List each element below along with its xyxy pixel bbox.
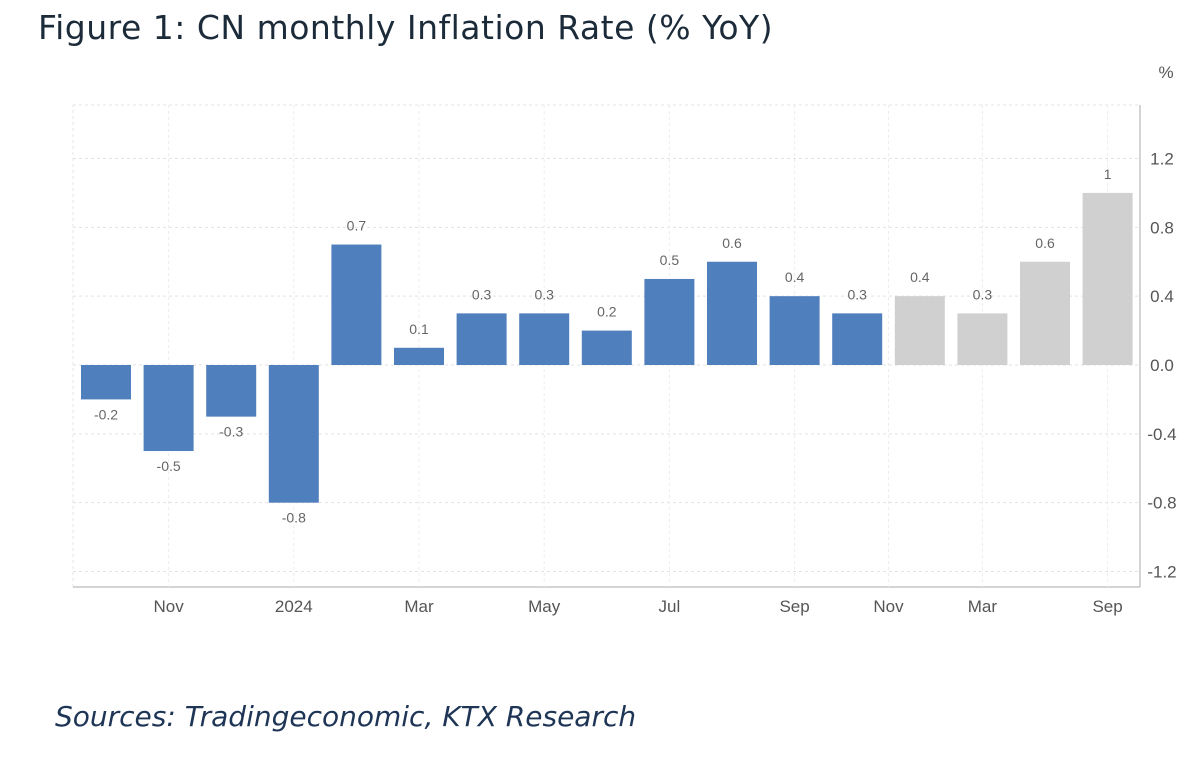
bar-chart: 1.2 0.8 0.4 0.0 -0.4 -0.8 -1.2% Nov 2024 Mar May Ju… xyxy=(72,63,1177,616)
x-tick-label: Mar xyxy=(404,597,434,616)
bar-actual xyxy=(707,261,757,365)
bar-actual xyxy=(581,330,632,365)
data-label: 0.6 xyxy=(1035,235,1055,251)
y-tick-label: 0.4 xyxy=(1150,287,1174,306)
x-tick-label: Nov xyxy=(153,597,184,616)
data-label: 0.3 xyxy=(472,286,492,302)
data-label: -0.5 xyxy=(157,458,181,474)
data-label: -0.8 xyxy=(282,510,306,526)
data-label: 0.6 xyxy=(722,235,742,251)
bar-actual xyxy=(832,313,883,365)
y-tick-label: -1.2 xyxy=(1147,563,1176,582)
data-label: 0.7 xyxy=(347,218,367,234)
bar-forecast xyxy=(894,296,945,365)
x-tick-label: Jul xyxy=(659,597,681,616)
x-tick-label: 2024 xyxy=(275,597,313,616)
data-label: 0.3 xyxy=(973,286,993,302)
bar-forecast xyxy=(1082,192,1133,365)
bar-forecast xyxy=(1020,261,1070,365)
data-label: 0.3 xyxy=(534,286,554,302)
y-tick-label: 0.0 xyxy=(1150,356,1174,375)
data-label: 0.3 xyxy=(847,286,867,302)
x-tick-label: Nov xyxy=(873,597,904,616)
x-tick-label: Sep xyxy=(1092,597,1122,616)
data-label: 1 xyxy=(1104,166,1112,182)
x-tick-label: Sep xyxy=(779,597,809,616)
data-label: -0.2 xyxy=(94,406,118,422)
y-tick-label: -0.4 xyxy=(1147,425,1176,444)
data-label: 0.5 xyxy=(660,252,680,268)
y-tick-label: 0.8 xyxy=(1150,218,1174,237)
bar-forecast xyxy=(957,313,1008,365)
bar-actual xyxy=(769,296,820,365)
y-axis-unit: % xyxy=(1158,63,1173,82)
x-tick-label: May xyxy=(528,597,561,616)
data-label: 0.4 xyxy=(910,269,930,285)
bar-actual xyxy=(268,365,319,503)
data-label: 0.1 xyxy=(409,321,429,337)
bar-actual xyxy=(644,278,695,365)
y-tick-label: -0.8 xyxy=(1147,494,1176,513)
bar-actual xyxy=(143,365,194,452)
data-label: 0.4 xyxy=(785,269,805,285)
bar-actual xyxy=(331,244,382,365)
data-label: 0.2 xyxy=(597,304,617,320)
data-label: -0.3 xyxy=(219,424,243,440)
y-tick-label: 1.2 xyxy=(1150,150,1174,169)
bar-actual xyxy=(519,313,570,365)
x-tick-label: Mar xyxy=(968,597,998,616)
bar-actual xyxy=(81,365,131,400)
chart-title: Figure 1: CN monthly Inflation Rate (% Y… xyxy=(38,8,774,47)
bar-actual xyxy=(206,365,257,417)
source-note: Sources: Tradingeconomic, KTX Research xyxy=(55,700,637,733)
bar-actual xyxy=(456,313,507,365)
bar-actual xyxy=(394,347,444,365)
